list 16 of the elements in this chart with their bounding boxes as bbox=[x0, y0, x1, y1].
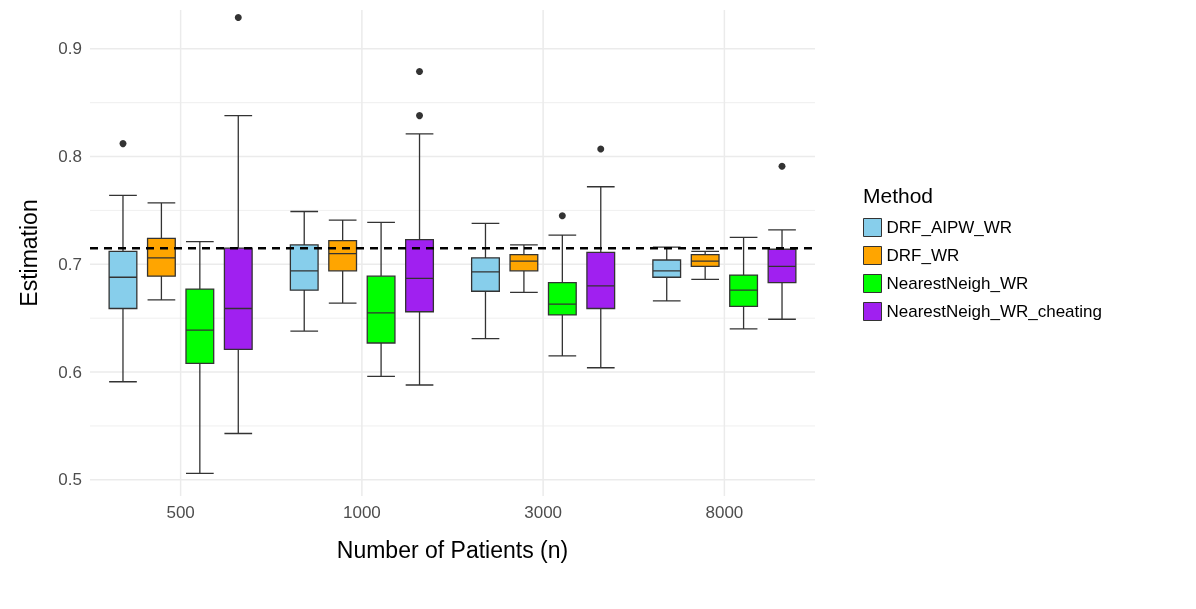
legend-label: NearestNeigh_WR_cheating bbox=[886, 302, 1102, 321]
legend-label: DRF_AIPW_WR bbox=[886, 218, 1013, 237]
y-tick-label: 0.7 bbox=[58, 254, 82, 274]
y-tick-label: 0.9 bbox=[58, 39, 82, 59]
legend-label: NearestNeigh_WR bbox=[886, 274, 1029, 293]
x-tick-label: 500 bbox=[166, 503, 195, 522]
y-axis-title: Estimation bbox=[15, 199, 42, 307]
x-tick-label: 8000 bbox=[705, 503, 744, 522]
legend-title: Method bbox=[863, 184, 934, 207]
y-tick-label: 0.5 bbox=[58, 470, 82, 490]
y-tick-label: 0.8 bbox=[58, 147, 82, 167]
legend-label: DRF_WR bbox=[886, 246, 960, 265]
x-tick-label: 1000 bbox=[342, 503, 381, 522]
y-tick-label: 0.6 bbox=[58, 362, 82, 382]
x-tick-label: 3000 bbox=[524, 503, 563, 522]
x-axis-title: Number of Patients (n) bbox=[336, 536, 569, 563]
